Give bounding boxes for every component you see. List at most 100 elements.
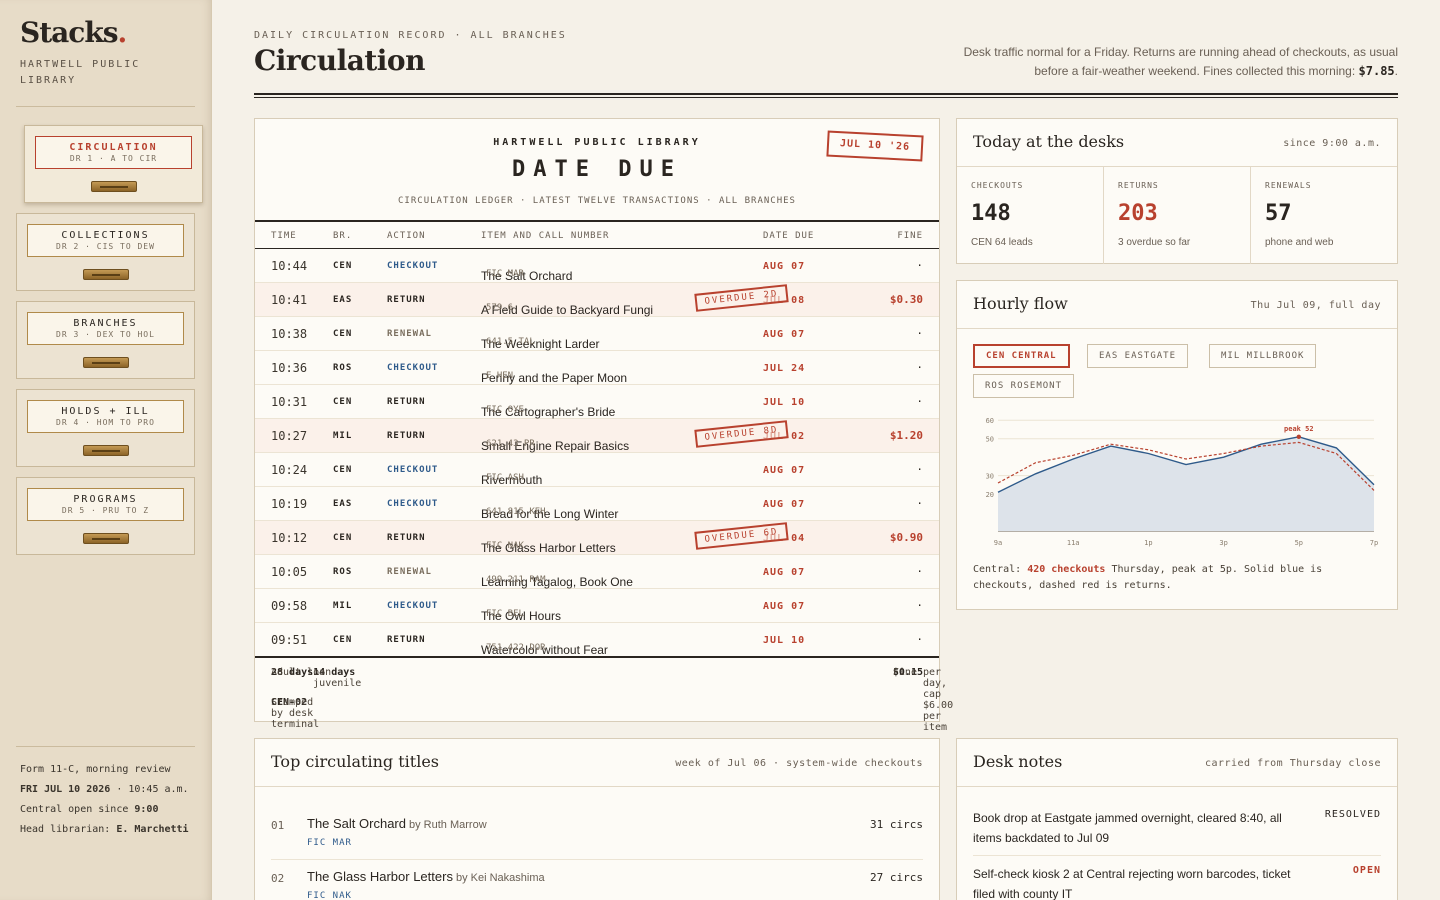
header-rule xyxy=(254,93,1398,95)
panel-meta: carried from Thursday close xyxy=(1204,758,1381,769)
peak-annotation: peak 52 xyxy=(1284,425,1314,433)
branch-chip-eastgate[interactable]: EAS EASTGATE xyxy=(1087,344,1189,368)
branch-chip-central[interactable]: CEN CENTRAL xyxy=(973,344,1070,368)
drawer-branches[interactable]: BRANCHES DR 3 · DEX TO HOL xyxy=(16,301,195,379)
row-call-number: 641.815 KEH xyxy=(486,507,546,517)
stat-returns: RETURNS 203 3 overdue so far xyxy=(1104,167,1251,264)
row-title: The Glass Harbor Letters xyxy=(481,541,616,555)
row-branch: CEN xyxy=(333,635,353,645)
ledger-library: HARTWELL PUBLIC LIBRARY xyxy=(493,137,701,148)
col-item[interactable]: ITEM AND CALL NUMBER xyxy=(481,231,610,241)
ledger-row[interactable]: 10:24 CEN CHECKOUT Rivermouth FIC ASH AUG 07 · xyxy=(255,453,939,487)
row-branch: CEN xyxy=(333,533,353,543)
row-time: 09:58 xyxy=(271,599,308,613)
top-title-row[interactable]: 02 The Glass Harbor Letters by Kei Nakash… xyxy=(271,860,923,900)
row-fine: · xyxy=(916,327,923,340)
y-tick-label: 60 xyxy=(986,417,994,425)
row-time: 09:51 xyxy=(271,633,308,647)
app-logo[interactable]: Stacks. xyxy=(20,16,127,49)
row-branch: CEN xyxy=(333,329,353,339)
row-call-number: FIC MAR xyxy=(486,269,524,279)
ledger-row[interactable]: 10:44 CEN CHECKOUT The Salt Orchard FIC MAR A… xyxy=(255,249,939,283)
drawer-label: COLLECTIONS xyxy=(61,230,150,241)
date-stamp: JUL 10 '26 xyxy=(826,130,924,162)
ledger-row[interactable]: 10:19 EAS CHECKOUT Bread for the Long Winte… xyxy=(255,487,939,521)
row-date-due: AUG 07 xyxy=(763,465,806,476)
overdue-stamp: OVERDUE 8D xyxy=(694,420,789,448)
row-branch: ROS xyxy=(333,567,353,577)
col-branch[interactable]: BR. xyxy=(333,231,353,241)
stat-note: 3 overdue so far xyxy=(1118,237,1191,248)
ledger-row[interactable]: 10:38 CEN RENEWAL The Weeknight Larder 641.5… xyxy=(255,317,939,351)
col-time[interactable]: TIME xyxy=(271,231,297,241)
rank: 02 xyxy=(271,872,285,885)
loan-periods: Adult loan 28 days · juvenile 14 days xyxy=(271,667,362,689)
panel-meta: Thu Jul 09, full day xyxy=(1250,300,1381,311)
x-tick-label: 7p xyxy=(1370,539,1378,547)
rank: 01 xyxy=(271,819,285,832)
page-eyebrow: DAILY CIRCULATION RECORD · ALL BRANCHES xyxy=(254,30,567,41)
note-status: OPEN xyxy=(1352,865,1381,876)
col-action[interactable]: ACTION xyxy=(387,231,426,241)
row-branch: CEN xyxy=(333,397,353,407)
row-time: 10:27 xyxy=(271,429,308,443)
desk-note[interactable]: Book drop at Eastgate jammed overnight, … xyxy=(973,808,1381,856)
stamped-terminal: Stamped by desk terminal CEN-02 xyxy=(271,697,320,730)
row-time: 10:19 xyxy=(271,497,308,511)
row-date-due: AUG 07 xyxy=(763,499,806,510)
row-call-number: 751.422 DOR xyxy=(486,643,546,653)
call-number: FIC MAR xyxy=(307,838,352,848)
drawer-circulation[interactable]: CIRCULATION DR 1 · A TO CIR xyxy=(24,125,203,203)
ledger-row[interactable]: 10:41 EAS RETURN A Field Guide to Backyard … xyxy=(255,283,939,317)
row-action: RETURN xyxy=(387,533,426,543)
desk-note[interactable]: Self-check kiosk 2 at Central rejecting … xyxy=(973,864,1381,900)
ledger-row[interactable]: 09:51 CEN RETURN Watercolor without Fear 751… xyxy=(255,623,939,657)
ledger-row[interactable]: 09:58 MIL CHECKOUT The Owl Hours FIC BEL AUG … xyxy=(255,589,939,623)
ledger-row[interactable]: 10:36 ROS CHECKOUT Penny and the Paper Moon… xyxy=(255,351,939,385)
ledger-row[interactable]: 10:05 ROS RENEWAL Learning Tagalog, Book On… xyxy=(255,555,939,589)
drawer-range: DR 3 · DEX TO HOL xyxy=(56,330,155,339)
panel-title: Today at the desks xyxy=(973,132,1125,151)
row-fine: $0.30 xyxy=(889,293,923,306)
row-fine: · xyxy=(916,565,923,578)
col-date-due[interactable]: DATE DUE xyxy=(763,231,815,241)
row-action: RETURN xyxy=(387,635,426,645)
top-titles-panel: Top circulating titles week of Jul 06 · … xyxy=(254,738,940,900)
drawer-programs[interactable]: PROGRAMS DR 5 · PRU TO Z xyxy=(16,477,195,555)
row-action: CHECKOUT xyxy=(387,261,439,271)
top-title-row[interactable]: 01 The Salt Orchard by Ruth Marrow FIC MA… xyxy=(271,807,923,860)
row-branch: MIL xyxy=(333,431,353,441)
drawer-holds-ill[interactable]: HOLDS + ILL DR 4 · HOM TO PRO xyxy=(16,389,195,467)
date-due-ledger: HARTWELL PUBLIC LIBRARY DATE DUE CIRCULA… xyxy=(254,118,953,733)
drawer-collections[interactable]: COLLECTIONS DR 2 · CIS TO DEW xyxy=(16,213,195,291)
sidebar-footer: Form 11-C, morning review FRI JUL 10 202… xyxy=(20,760,200,840)
row-call-number: 579.6 xyxy=(486,303,514,313)
ledger-row[interactable]: 10:12 CEN RETURN The Glass Harbor Letters FI… xyxy=(255,521,939,555)
drawer-range: DR 1 · A TO CIR xyxy=(69,154,158,163)
row-time: 10:44 xyxy=(271,259,308,273)
note-text: Self-check kiosk 2 at Central rejecting … xyxy=(973,867,1291,900)
title-author: by Kei Nakashima xyxy=(455,872,545,884)
branch-chip-millbrook[interactable]: MIL MILLBROOK xyxy=(1209,344,1317,368)
series-line-returns xyxy=(997,441,1375,491)
ledger-row[interactable]: 10:27 MIL RETURN Small Engine Repair Basics… xyxy=(255,419,939,453)
series-line-checkouts xyxy=(997,436,1375,493)
row-action: CHECKOUT xyxy=(387,601,439,611)
row-fine: · xyxy=(916,463,923,476)
today-at-desks-panel: Today at the desks since 9:00 a.m. CHECK… xyxy=(956,118,1398,264)
row-call-number: FIC BEL xyxy=(486,609,524,619)
row-action: RETURN xyxy=(387,295,426,305)
stat-value: 203 xyxy=(1118,201,1158,226)
col-fine[interactable]: FINE xyxy=(897,231,923,241)
ledger-row[interactable]: 10:31 CEN RETURN The Cartographer's Bride FI… xyxy=(255,385,939,419)
branch-chip-rosemont[interactable]: ROS ROSEMONT xyxy=(973,374,1075,398)
row-call-number: FIC ASH xyxy=(486,473,524,483)
stat-value: 57 xyxy=(1265,201,1292,226)
row-time: 10:05 xyxy=(271,565,308,579)
row-action: RETURN xyxy=(387,431,426,441)
sidebar-divider xyxy=(16,106,195,107)
row-fine: $0.90 xyxy=(889,531,923,544)
ledger-header-row: TIME BR. ACTION ITEM AND CALL NUMBER DAT… xyxy=(255,220,939,249)
x-tick-label: 11a xyxy=(1067,539,1080,547)
x-tick-label: 5p xyxy=(1295,539,1303,547)
